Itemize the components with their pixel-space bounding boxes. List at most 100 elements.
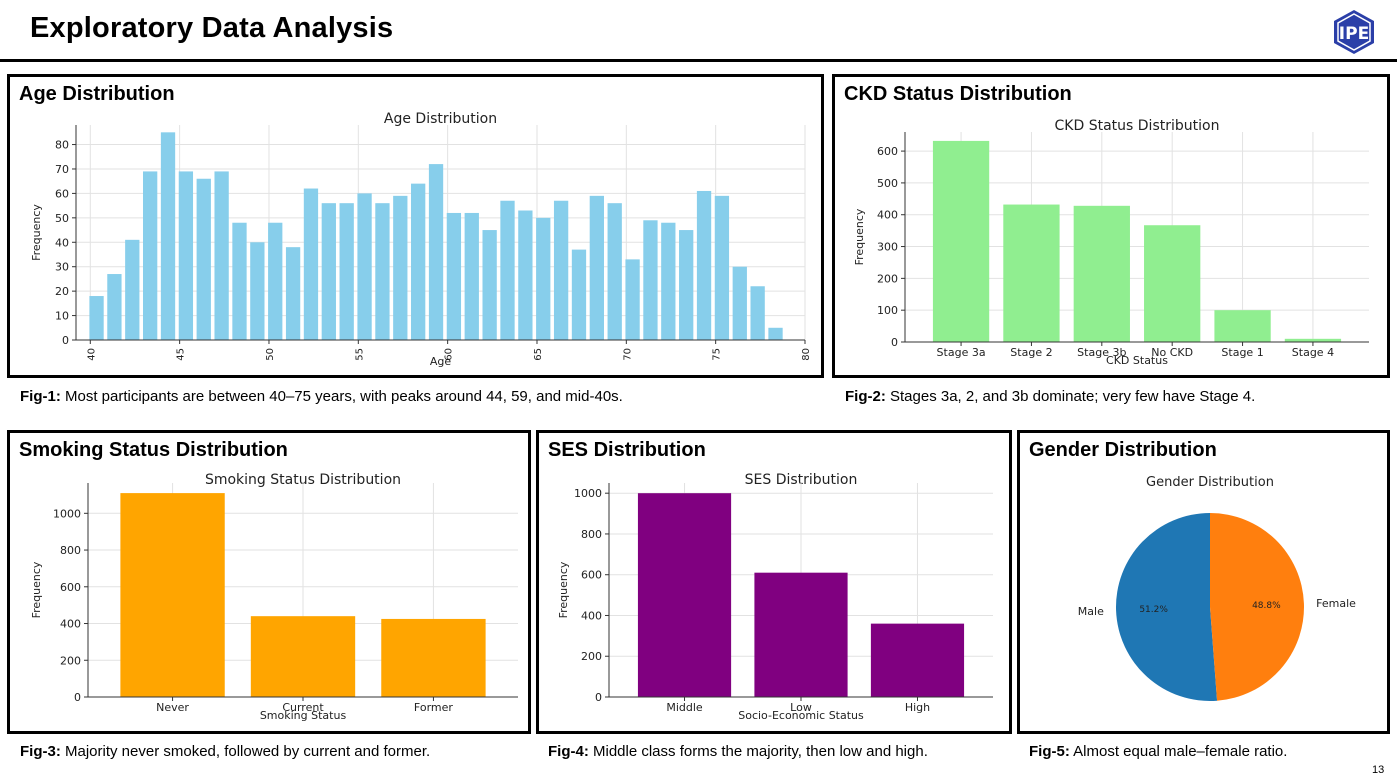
- age-y-tick-label: 20: [55, 285, 69, 298]
- age-x-tick-label: 80: [801, 348, 812, 361]
- age-x-tick-label: 45: [176, 348, 187, 361]
- ckd-y-axis-label: Frequency: [853, 208, 866, 265]
- age-bar-65: [536, 217, 551, 340]
- ckd-y-tick-label: 100: [877, 304, 898, 317]
- ckd-y-tick-label: 600: [877, 145, 898, 158]
- smoking-y-tick-label: 0: [74, 691, 81, 704]
- age-bar-72: [661, 222, 676, 340]
- smoking-status-panel: Smoking Status Distribution Smoking Stat…: [7, 430, 531, 734]
- age-bar-40: [89, 296, 104, 340]
- ses-y-tick-label: 0: [595, 691, 602, 704]
- age-y-tick-label: 10: [55, 310, 69, 323]
- gender-caption-label: Fig-5:: [1029, 743, 1070, 760]
- pie-slice-female: [1210, 513, 1305, 701]
- ses-bar-middle: [637, 493, 732, 697]
- age-bar-52: [303, 188, 319, 340]
- ckd-bar-stage-3a: [932, 140, 990, 342]
- page-number: 13: [1372, 764, 1385, 776]
- gender-panel: Gender Distribution Gender Distribution 5…: [1017, 430, 1390, 734]
- age-y-tick-label: 70: [55, 163, 69, 176]
- ckd-x-tick-label: Stage 3b: [1077, 346, 1126, 359]
- ckd-x-tick-label: Stage 3a: [937, 346, 986, 359]
- age-y-tick-label: 0: [62, 334, 69, 347]
- ckd-status-chart: CKD Status Distribution CKD Status Frequen…: [853, 118, 1369, 367]
- smoking-x-axis-label: Smoking Status: [260, 709, 347, 722]
- pie-slice-male: [1116, 513, 1218, 701]
- pie-label-male: Male: [1078, 605, 1104, 618]
- age-bar-68: [589, 195, 604, 340]
- ses-chart: SES Distribution Socio-Economic Status Fre…: [557, 472, 993, 722]
- gender-caption-text: Almost equal male–female ratio.: [1069, 743, 1288, 760]
- ses-y-tick-label: 1000: [574, 487, 602, 500]
- smoking-y-axis-label: Frequency: [30, 561, 43, 618]
- ckd-x-tick-label: Stage 4: [1292, 346, 1334, 359]
- ckd-bar-stage-1: [1214, 310, 1271, 342]
- ckd-status-panel: CKD Status Distribution CKD Status Distr…: [832, 74, 1390, 378]
- age-bar-58: [411, 183, 426, 340]
- ckd-x-tick-label: No CKD: [1151, 346, 1193, 359]
- pie-label-female: Female: [1316, 597, 1356, 610]
- age-y-tick-label: 80: [55, 139, 69, 152]
- age-chart-title: Age Distribution: [384, 111, 497, 127]
- age-panel-heading: Age Distribution: [19, 83, 175, 105]
- age-bar-73: [679, 230, 694, 340]
- age-bar-69: [607, 203, 622, 340]
- age-y-tick-label: 30: [55, 261, 69, 274]
- age-x-tick-label: 65: [533, 348, 544, 361]
- pie-pct-female: 48.8%: [1252, 601, 1281, 611]
- smoking-y-tick-label: 800: [60, 544, 81, 557]
- smoking-bar-former: [381, 618, 486, 697]
- gender-chart-title: Gender Distribution: [1146, 475, 1274, 490]
- age-distribution-chart: Age Distribution Age Frequency 0 10 20 30 40 50 6…: [30, 111, 812, 368]
- ses-caption-label: Fig-4:: [548, 743, 589, 760]
- smoking-y-tick-label: 1000: [53, 507, 81, 520]
- age-bar-46: [196, 178, 211, 340]
- age-bar-57: [393, 195, 408, 340]
- smoking-y-tick-label: 600: [60, 581, 81, 594]
- ckd-caption-label: Fig-2:: [845, 388, 886, 405]
- ckd-caption: Fig-2: Stages 3a, 2, and 3b dominate; ve…: [845, 388, 1255, 405]
- ses-bar-low: [754, 572, 848, 697]
- ckd-bar-no-ckd: [1144, 225, 1201, 342]
- age-y-axis-label: Frequency: [30, 204, 43, 261]
- ipe-logo-icon: IPE: [1334, 10, 1374, 54]
- age-bar-50: [268, 222, 283, 340]
- gender-panel-heading: Gender Distribution: [1029, 439, 1217, 461]
- age-bar-55: [357, 193, 372, 340]
- age-x-axis-label: Age: [430, 355, 452, 368]
- ses-caption-text: Middle class forms the majority, then lo…: [588, 743, 928, 760]
- age-bar-53: [321, 203, 336, 340]
- age-x-tick-label: 55: [354, 348, 365, 361]
- age-bar-66: [553, 200, 569, 340]
- age-bar-54: [339, 203, 354, 340]
- ses-x-axis-label: Socio-Economic Status: [738, 709, 864, 722]
- age-bar-71: [643, 220, 658, 340]
- age-caption: Fig-1: Most participants are between 40–…: [20, 388, 623, 405]
- logo-text: IPE: [1339, 24, 1369, 44]
- age-bar-48: [232, 222, 247, 340]
- ckd-panel-heading: CKD Status Distribution: [844, 83, 1072, 105]
- age-bar-76: [732, 266, 747, 340]
- age-x-tick-label: 50: [265, 348, 276, 361]
- ses-y-tick-label: 600: [581, 569, 602, 582]
- smoking-caption-text: Majority never smoked, followed by curre…: [60, 743, 431, 760]
- ckd-y-tick-label: 400: [877, 209, 898, 222]
- smoking-y-tick-label: 400: [60, 618, 81, 631]
- ses-y-tick-label: 800: [581, 528, 602, 541]
- age-bar-75: [714, 195, 730, 340]
- age-bar-41: [107, 274, 122, 340]
- age-y-tick-label: 60: [55, 187, 69, 200]
- smoking-chart-title: Smoking Status Distribution: [205, 472, 401, 488]
- smoking-x-tick-label: Current: [282, 701, 324, 714]
- smoking-x-tick-label: Never: [156, 701, 189, 714]
- smoking-caption: Fig-3: Majority never smoked, followed b…: [20, 743, 430, 760]
- age-bar-78: [768, 327, 783, 340]
- smoking-status-chart: Smoking Status Distribution Smoking Statu…: [30, 472, 518, 722]
- ckd-bar-stage-3b: [1073, 205, 1130, 342]
- ckd-caption-text: Stages 3a, 2, and 3b dominate; very few …: [885, 388, 1256, 405]
- ckd-y-tick-label: 200: [877, 272, 898, 285]
- smoking-panel-heading: Smoking Status Distribution: [19, 439, 288, 461]
- ses-caption: Fig-4: Middle class forms the majority, …: [548, 743, 928, 760]
- age-bar-51: [285, 247, 301, 340]
- ses-bar-high: [870, 623, 965, 697]
